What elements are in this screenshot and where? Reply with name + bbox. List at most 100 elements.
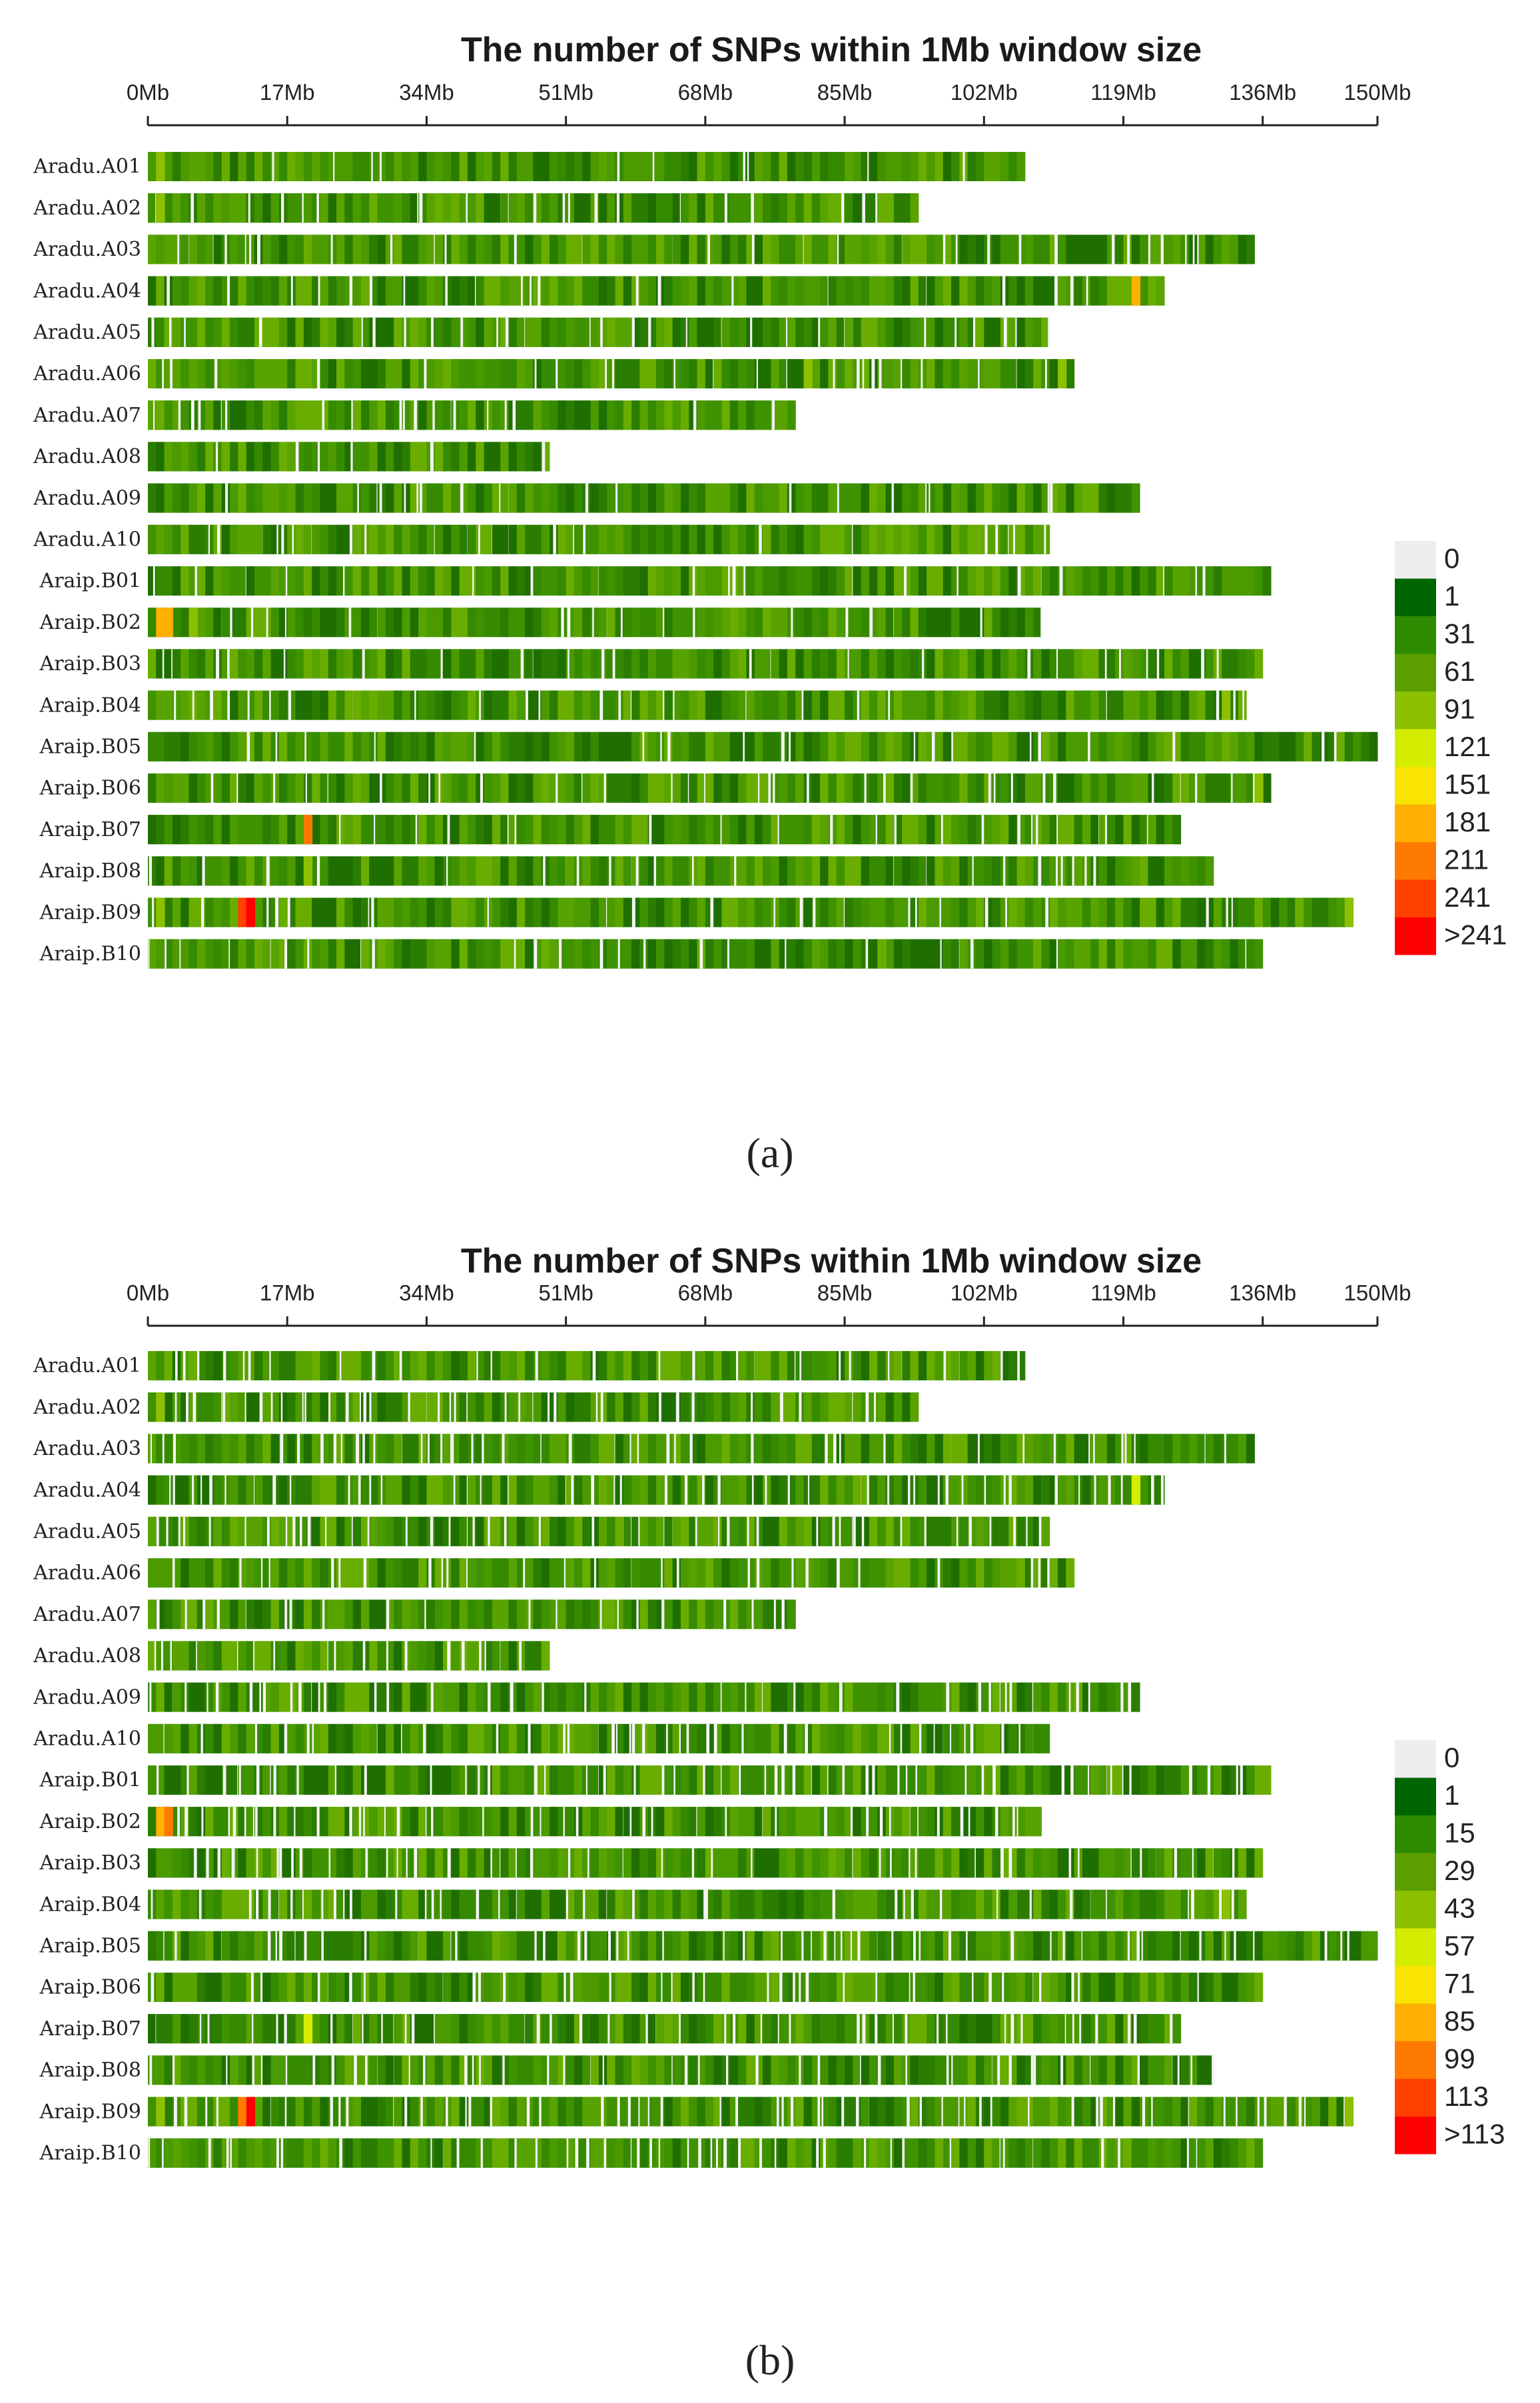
snp-window: [410, 649, 419, 679]
snp-window: [631, 690, 640, 720]
snp-window: [1262, 1765, 1272, 1795]
snp-gap: [1128, 1682, 1131, 1712]
snp-window: [369, 152, 378, 181]
snp-gap: [1003, 1475, 1006, 1505]
snp-window: [352, 939, 362, 969]
snp-window: [303, 608, 312, 638]
snp-window: [492, 1848, 501, 1878]
snp-gap: [351, 400, 354, 430]
snp-window: [771, 152, 780, 181]
snp-window: [1180, 731, 1190, 761]
snp-window: [713, 608, 722, 638]
snp-window: [721, 773, 731, 803]
snp-window: [410, 524, 419, 554]
snp-gap: [255, 1807, 258, 1837]
snp-window: [385, 731, 394, 761]
snp-gap: [987, 235, 990, 264]
snp-gap: [758, 773, 760, 803]
snp-window: [385, 442, 394, 472]
snp-gap: [232, 1807, 236, 1837]
snp-window: [181, 400, 190, 430]
chromosome-track: [148, 566, 1272, 596]
snp-window: [360, 815, 370, 845]
snp-gap: [866, 1807, 869, 1837]
snp-window: [156, 483, 165, 513]
snp-window: [1131, 731, 1140, 761]
snp-window: [721, 815, 731, 845]
snp-window: [656, 1682, 665, 1712]
snp-window: [533, 152, 542, 181]
snp-gap: [775, 1807, 777, 1837]
legend-swatch: [1395, 578, 1436, 616]
snp-window: [402, 152, 411, 181]
snp-window: [1246, 566, 1255, 596]
snp-window: [467, 442, 476, 472]
snp-window: [320, 276, 329, 306]
snp-gap: [786, 317, 788, 347]
snp-window: [205, 1765, 214, 1795]
snp-window: [525, 1641, 534, 1671]
snp-window: [771, 1848, 780, 1878]
snp-window: [516, 524, 526, 554]
snp-gap: [637, 1434, 639, 1464]
snp-window: [402, 608, 411, 638]
snp-gap: [1240, 1765, 1243, 1795]
snp-window: [1140, 690, 1148, 720]
snp-window: [787, 939, 796, 969]
snp-window: [508, 1600, 518, 1630]
snp-window: [607, 1434, 615, 1464]
snp-gap: [183, 1516, 185, 1546]
snp-window: [738, 1558, 747, 1588]
snp-window: [278, 566, 288, 596]
snp-window: [845, 1682, 853, 1712]
snp-window: [230, 773, 238, 803]
snp-window: [607, 1765, 615, 1795]
snp-window: [541, 1641, 550, 1671]
snp-window: [729, 193, 739, 223]
snp-window: [181, 649, 190, 679]
snp-window: [1098, 235, 1108, 264]
snp-gap: [1045, 897, 1049, 927]
snp-gap: [440, 1434, 443, 1464]
snp-window: [566, 152, 575, 181]
snp-window: [467, 1889, 476, 1919]
snp-window: [959, 235, 968, 264]
snp-gap: [939, 897, 941, 927]
snp-window: [607, 193, 615, 223]
snp-window: [238, 815, 247, 845]
snp-window: [1172, 773, 1182, 803]
snp-window: [1041, 815, 1050, 845]
snp-gap: [246, 731, 250, 761]
snp-window: [1000, 815, 1009, 845]
snp-window: [344, 690, 354, 720]
snp-gap: [1068, 1848, 1072, 1878]
snp-gap: [1038, 856, 1042, 886]
snp-window: [902, 276, 911, 306]
snp-gap: [676, 1558, 679, 1588]
snp-window: [1082, 897, 1091, 927]
snp-window: [172, 690, 181, 720]
snp-gap: [487, 400, 489, 430]
snp-window: [689, 773, 698, 803]
snp-window: [550, 939, 558, 969]
snp-window: [639, 897, 649, 927]
snp-window: [1115, 483, 1124, 513]
snp-window: [434, 1682, 444, 1712]
snp-window: [410, 1434, 419, 1464]
snp-window: [598, 1351, 607, 1380]
snp-window: [787, 566, 796, 596]
snp-window: [1049, 359, 1058, 388]
snp-gap: [502, 1434, 505, 1464]
snp-window: [738, 400, 747, 430]
snp-window: [230, 359, 238, 388]
snp-window: [738, 856, 747, 886]
snp-window: [689, 317, 698, 347]
snp-window: [574, 1434, 583, 1464]
snp-window: [328, 566, 337, 596]
snp-window: [312, 731, 320, 761]
snp-window: [943, 856, 952, 886]
snp-window: [443, 193, 452, 223]
snp-window: [312, 939, 320, 969]
snp-window: [426, 566, 436, 596]
snp-window: [1000, 483, 1009, 513]
